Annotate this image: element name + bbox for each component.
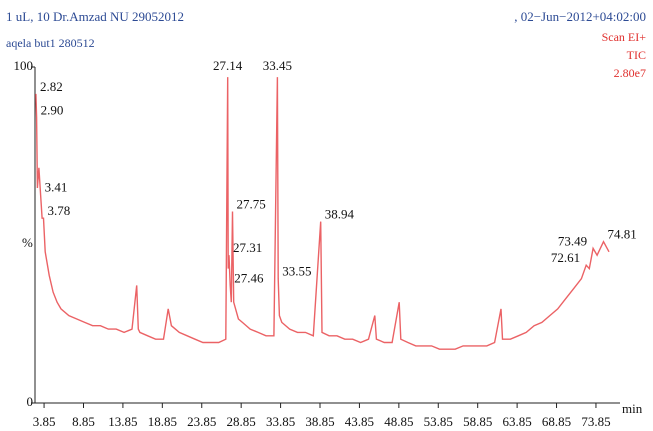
x-tick-label: 43.85	[345, 414, 374, 429]
peak-label: 74.81	[608, 227, 637, 242]
scan-mode: Scan EI+	[602, 30, 647, 44]
peak-label: 73.49	[558, 233, 587, 248]
peak-label: 3.41	[45, 180, 68, 195]
x-tick-label: 48.85	[384, 414, 413, 429]
intensity: 2.80e7	[614, 66, 646, 80]
x-tick-label: 53.85	[424, 414, 453, 429]
x-tick-label: 28.85	[227, 414, 256, 429]
timestamp: , 02−Jun−2012+04:02:00	[514, 9, 646, 24]
y-tick-label: 0	[27, 394, 34, 409]
x-tick-label: 8.85	[72, 414, 95, 429]
trace-name: TIC	[627, 48, 646, 62]
x-tick-label: 63.85	[502, 414, 531, 429]
peak-label: 27.75	[236, 196, 265, 211]
y-axis-label: %	[22, 235, 33, 250]
peak-label: 33.45	[263, 58, 292, 73]
y-tick-label: 100	[14, 58, 34, 73]
x-tick-label: 38.85	[305, 414, 334, 429]
x-tick-label: 68.85	[542, 414, 571, 429]
chart-subtitle: aqela but1 280512	[6, 36, 95, 50]
chart-title: 1 uL, 10 Dr.Amzad NU 29052012	[6, 9, 184, 24]
peak-label: 3.78	[48, 203, 71, 218]
tic-trace	[35, 77, 610, 350]
peak-label: 27.46	[234, 270, 264, 285]
peak-label: 27.31	[233, 240, 262, 255]
peak-label: 33.55	[282, 264, 311, 279]
x-axis-label: min	[622, 401, 643, 416]
x-tick-label: 13.85	[108, 414, 137, 429]
x-tick-label: 33.85	[266, 414, 295, 429]
x-tick-label: 3.85	[33, 414, 56, 429]
peak-label: 38.94	[325, 207, 355, 222]
peak-label: 2.82	[40, 79, 63, 94]
x-tick-label: 58.85	[463, 414, 492, 429]
peak-label: 2.90	[41, 102, 64, 117]
x-tick-label: 18.85	[148, 414, 177, 429]
x-tick-label: 23.85	[187, 414, 216, 429]
x-tick-label: 73.85	[581, 414, 610, 429]
peak-label: 27.14	[213, 58, 243, 73]
peak-label: 72.61	[551, 250, 580, 265]
